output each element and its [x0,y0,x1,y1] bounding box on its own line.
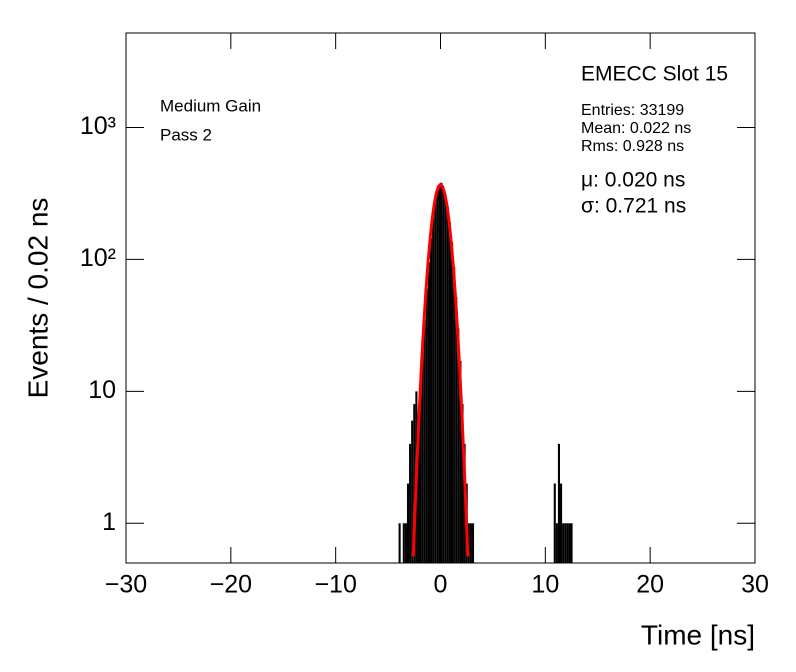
bar [557,443,561,563]
stats-line: Rms: 0.928 ns [581,138,684,155]
bar [471,523,475,563]
y-axis-title: Events / 0.02 ns [22,198,53,399]
y-tick-label: 10³ [80,112,116,140]
bar [436,190,439,563]
bar [409,443,412,563]
bar [438,184,441,563]
fit-line: σ: 0.721 ns [581,195,686,218]
bar [398,523,401,563]
bar [562,523,565,563]
annotation: Pass 2 [160,125,212,144]
bar [440,182,443,563]
bar [566,523,569,563]
y-tick-label: 1 [102,508,116,536]
bar [450,242,454,563]
bar [469,523,472,563]
bar [467,523,470,563]
bar [406,483,410,563]
bar [402,523,405,563]
x-axis-title: Time [ns] [641,619,755,650]
bar [427,262,431,563]
bar [555,523,558,563]
fit-curve [411,182,470,557]
bar [413,404,416,563]
stats-line: Mean: 0.022 ns [581,120,691,137]
stats-line: Entries: 33199 [581,102,684,119]
bar [434,202,437,563]
bar [419,391,422,563]
bar [442,188,445,564]
bar [568,523,571,563]
bar [560,483,563,563]
x-tick-label: −10 [314,571,356,599]
fit-line: μ: 0.020 ns [581,169,685,192]
y-tick-label: 10 [88,376,116,404]
bar [457,328,460,563]
bar [448,222,451,563]
bar [417,420,420,563]
x-tick-label: 20 [636,571,664,599]
bar [425,288,428,563]
bar [432,218,435,563]
x-tick-label: −20 [210,571,252,599]
x-tick-label: 30 [741,571,769,599]
bar [446,206,449,563]
bar [461,404,464,563]
bar [444,196,447,564]
bar [459,360,462,563]
bar [553,483,556,563]
bar [564,523,567,563]
y-tick-label: 10² [80,244,116,272]
stats-title: EMECC Slot 15 [581,63,728,86]
bar [430,238,433,564]
x-tick-label: 10 [531,571,559,599]
bar [453,266,456,563]
bar [404,523,407,563]
annotation: Medium Gain [160,96,261,115]
bar [421,351,424,563]
x-tick-label: −30 [105,571,147,599]
bar [411,420,414,563]
x-tick-label: 0 [434,571,448,599]
bar [423,319,426,563]
bar [455,296,458,563]
bar [570,523,573,563]
